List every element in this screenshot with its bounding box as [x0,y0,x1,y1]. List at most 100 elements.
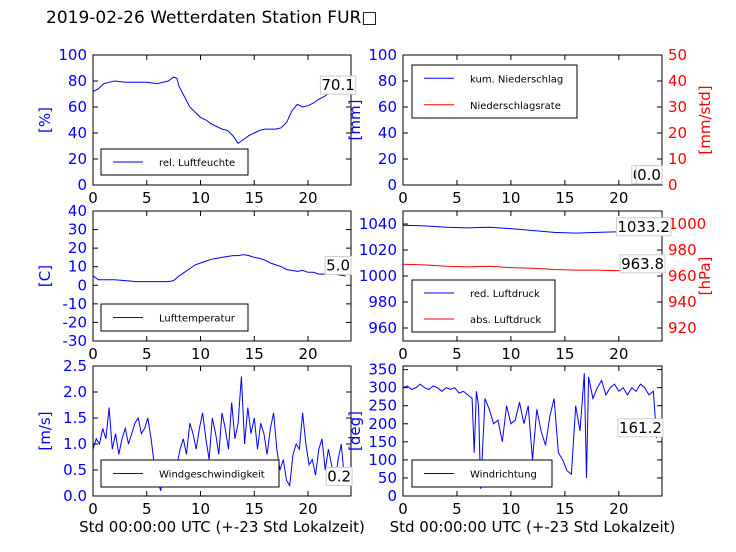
precip-legend-label-0: kum. Niederschlag [470,74,563,85]
windspeed-ytick-label: 0.0 [63,487,87,505]
winddir-series-line-0 [402,373,658,489]
precip-xtick-label: 0 [398,189,408,207]
pressure-ytick-label: 1000 [359,267,397,285]
pressure-ytick-right-label: 980 [668,241,697,259]
figure-title: 2019-02-26 Wetterdaten Station FUR□ [46,8,377,28]
precip-ytick-label: 100 [368,46,397,64]
windspeed-value-label-0: 0.2 [327,467,351,485]
temperature-ytick-label: 0 [77,276,87,294]
pressure-xtick-label: 5 [452,345,462,363]
figure-title-suffix: □ [361,8,378,28]
winddir-ytick-label: 0 [387,487,397,505]
precip-ytick-label: 60 [378,98,397,116]
windspeed-xtick-label: 10 [191,500,210,518]
pressure-ytick-label: 980 [368,293,397,311]
precip-legend-box [411,64,578,119]
winddir-xtick-label: 20 [609,500,628,518]
windspeed-ytick-label: 1.5 [63,409,87,427]
winddir-xlabel: Std 00:00:00 UTC (+-23 Std Lokalzeit) [390,518,676,536]
winddir-ylabel: [deg] [346,411,364,451]
temperature-series-line-0 [92,254,346,283]
pressure-ytick-right-label: 1000 [668,215,706,233]
temperature-plot-frame [92,210,352,342]
pressure-value-label-1: 963.8 [621,255,664,273]
humidity-xtick-label: 20 [298,189,317,207]
temperature-ytick-label: 20 [68,239,87,257]
winddir-ytick-label: 50 [378,469,397,487]
pressure-ytick-right-label: 920 [668,319,697,337]
pressure-ytick-label: 1040 [359,215,397,233]
temperature-ytick-label: 30 [68,221,87,239]
winddir-ytick-label: 150 [368,433,397,451]
temperature-xtick-label: 20 [298,345,317,363]
precip-ytick-label: 80 [378,72,397,90]
windspeed-ytick-label: 2.5 [63,357,87,375]
pressure-ytick-right-label: 940 [668,293,697,311]
winddir-ytick-label: 100 [368,451,397,469]
windspeed-ylabel: [m/s] [36,411,54,450]
winddir-xtick-label: 15 [555,500,574,518]
precip-ytick-label: 0 [387,176,397,194]
humidity-xtick-label: 0 [88,189,98,207]
pressure-ylabel-right: [hPa] [696,257,714,296]
humidity-value-box-0 [319,75,357,95]
humidity-ylabel: [%] [36,107,54,133]
winddir-xtick-label: 10 [501,500,520,518]
precip-plot-frame [402,54,663,186]
windspeed-ytick-label: 2.0 [63,383,87,401]
humidity-legend-label-0: rel. Luftfeuchte [159,158,235,169]
windspeed-ytick-label: 1.0 [63,435,87,453]
pressure-ytick-label: 960 [368,319,397,337]
pressure-value-box-0 [615,217,672,237]
humidity-value-label-0: 70.1 [321,76,354,94]
winddir-ytick-label: 350 [368,361,397,379]
precip-ytick-right-label: 50 [668,46,687,64]
precip-ytick-right-label: 0 [668,176,678,194]
precip-legend-label-1: Niederschlagsrate [470,101,561,112]
windspeed-ytick-label: 0.5 [63,461,87,479]
precip-xtick-label: 15 [555,189,574,207]
precip-xtick-label: 20 [609,189,628,207]
winddir-ytick-label: 300 [368,379,397,397]
windspeed-plot-frame [92,365,352,497]
humidity-ytick-label: 20 [68,150,87,168]
pressure-legend-label-1: abs. Luftdruck [470,315,541,326]
temperature-ytick-label: 10 [68,258,87,276]
temperature-legend-label-0: Lufttemperatur [159,314,236,325]
windspeed-legend-label-0: Windgeschwindigkeit [159,470,265,481]
precip-ytick-label: 40 [378,124,397,142]
humidity-series-line-0 [92,76,346,145]
precip-ylabel-right: [mm/std] [696,85,714,154]
winddir-xtick-label: 5 [452,500,462,518]
temperature-value-label-0: 5.0 [326,256,350,274]
temperature-xtick-label: 0 [88,345,98,363]
humidity-xtick-label: 5 [142,189,152,207]
temperature-ytick-label: -10 [63,295,88,313]
temperature-ytick-label: -20 [63,313,88,331]
precip-xtick-label: 10 [501,189,520,207]
windspeed-value-box-0 [325,466,353,486]
humidity-ytick-label: 100 [58,46,87,64]
temperature-xtick-label: 15 [245,345,264,363]
temperature-xtick-label: 10 [191,345,210,363]
winddir-xtick-label: 0 [398,500,408,518]
pressure-xtick-label: 0 [398,345,408,363]
windspeed-series-line-0 [92,376,345,491]
windspeed-xtick-label: 15 [245,500,264,518]
windspeed-xtick-label: 0 [88,500,98,518]
precip-ytick-label: 20 [378,150,397,168]
humidity-xtick-label: 15 [245,189,264,207]
pressure-series-line-1 [402,263,657,272]
temperature-value-box-0 [324,255,352,275]
temperature-ytick-label: -30 [63,332,88,350]
precip-value-box-1 [635,165,663,185]
humidity-plot-frame [92,54,352,186]
precip-ytick-right-label: 10 [668,150,687,168]
humidity-ytick-label: 40 [68,124,87,142]
pressure-xtick-label: 15 [555,345,574,363]
winddir-ytick-label: 200 [368,415,397,433]
humidity-ytick-label: 80 [68,72,87,90]
humidity-ytick-label: 60 [68,98,87,116]
windspeed-xtick-label: 5 [142,500,152,518]
